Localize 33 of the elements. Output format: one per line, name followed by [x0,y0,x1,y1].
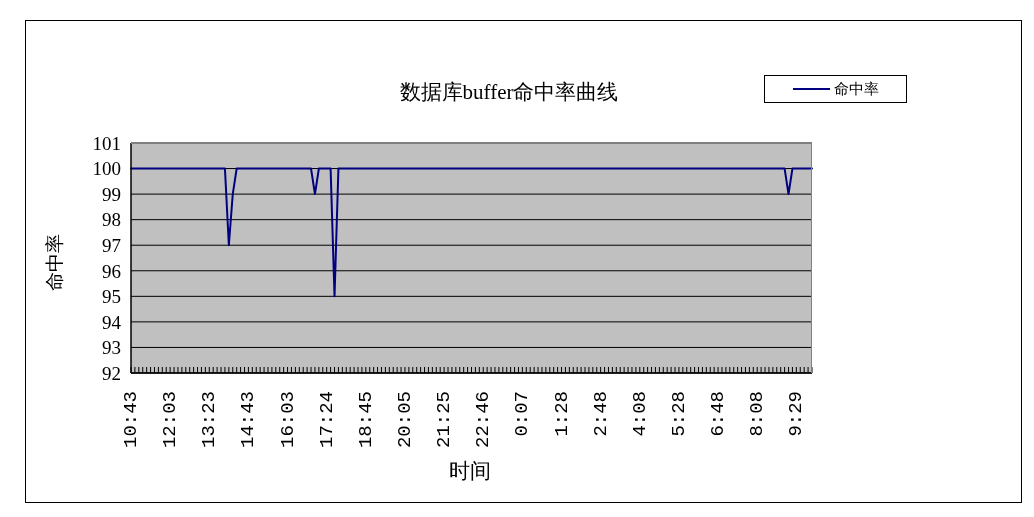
y-tick-label: 92 [102,362,121,384]
y-tick-label: 95 [102,286,121,308]
x-tick-label: 17:24 [315,391,338,449]
x-axis-title: 时间 [449,459,491,484]
y-axis-title: 命中率 [44,233,66,291]
x-tick-label: 16:03 [276,391,299,449]
y-tick-label: 96 [102,260,121,282]
x-tick-label: 8:08 [746,391,769,437]
x-tick-label: 21:25 [433,391,456,449]
x-tick-label: 20:05 [393,391,416,449]
x-tick-label: 14:43 [237,391,260,449]
legend-label: 命中率 [834,80,879,98]
y-tick-label: 98 [102,209,121,231]
x-tick-label: 4:08 [628,391,651,437]
x-tick-label: 0:07 [511,391,534,437]
x-tick-label: 18:45 [354,391,377,449]
x-tick-label: 1:28 [550,391,573,437]
y-tick-label: 94 [102,311,122,333]
x-tick-label: 12:03 [159,391,182,449]
x-tick-label: 2:48 [589,391,612,437]
x-tick-label: 5:28 [667,391,690,437]
y-tick-label: 99 [102,183,121,205]
x-tick-label: 22:46 [472,391,495,449]
y-tick-label: 97 [102,234,121,256]
x-tick-label: 13:23 [198,391,221,449]
x-tick-label: 9:29 [785,391,808,437]
x-tick-label: 6:48 [707,391,730,437]
y-tick-label: 100 [92,158,121,180]
y-tick-label: 93 [102,337,121,359]
line-series [130,167,813,298]
y-tick-label: 101 [92,132,121,154]
chart-title: 数据库buffer命中率曲线 [399,80,619,105]
x-tick-label: 10:43 [120,391,142,449]
